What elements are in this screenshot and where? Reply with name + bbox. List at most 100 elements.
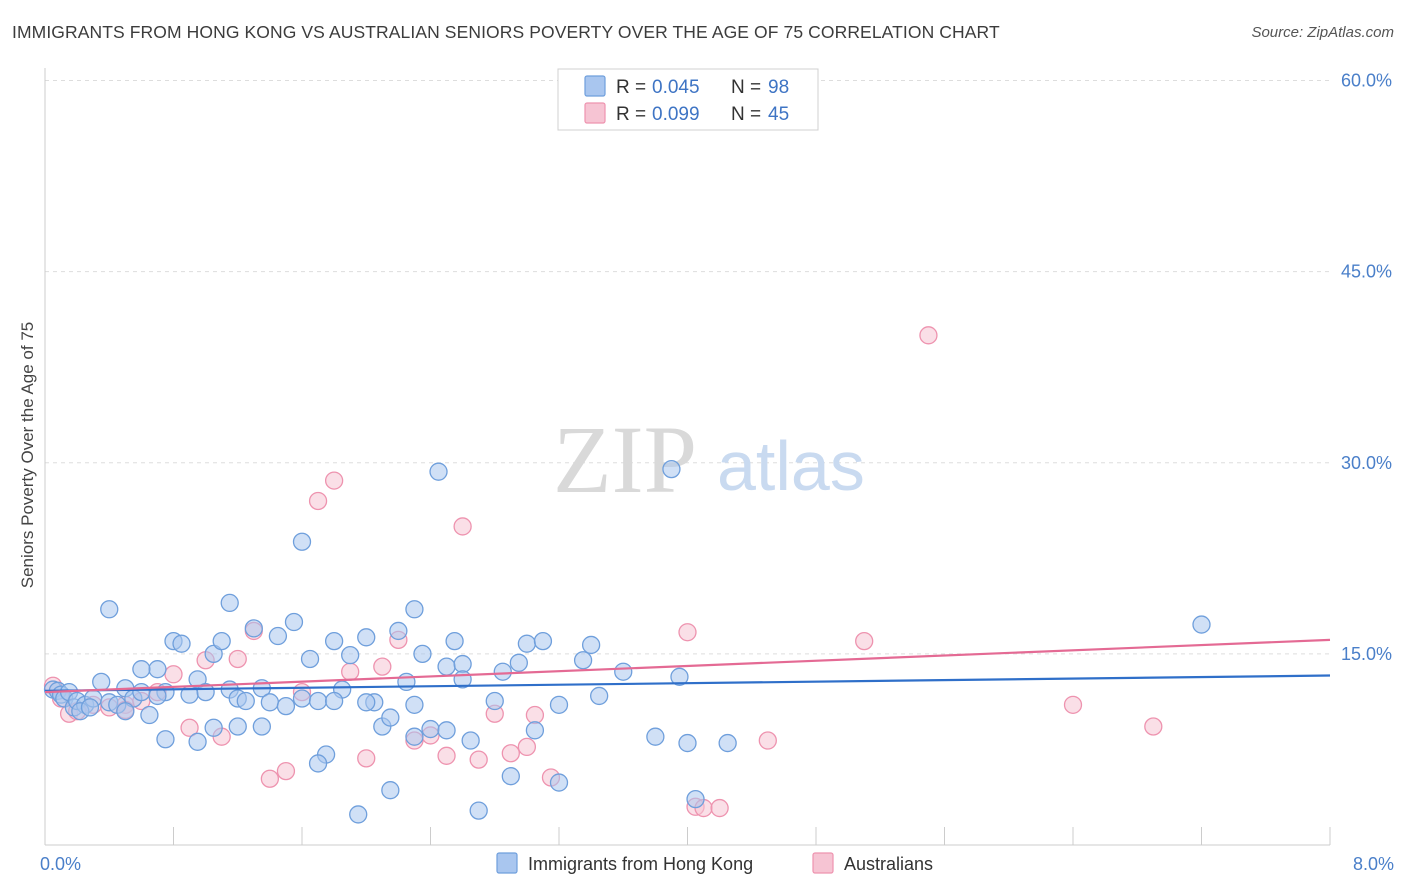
data-point — [132, 682, 151, 702]
data-point — [501, 767, 520, 786]
data-point — [228, 717, 247, 736]
data-point — [204, 718, 223, 737]
data-point — [461, 731, 480, 750]
data-point — [373, 657, 392, 676]
data-point — [252, 717, 271, 736]
trend-line — [44, 638, 1331, 694]
data-point — [573, 651, 593, 670]
data-point — [156, 730, 175, 749]
data-point — [670, 667, 689, 686]
legend-n-value-blue: 98 — [768, 77, 789, 98]
data-point — [758, 731, 777, 750]
data-point — [164, 665, 183, 684]
data-point — [172, 634, 191, 653]
data-point — [405, 600, 424, 619]
data-point — [244, 619, 263, 638]
data-point — [116, 702, 135, 721]
data-point — [357, 693, 376, 712]
data-point — [212, 631, 231, 651]
data-point — [300, 649, 320, 669]
data-point — [276, 761, 296, 781]
data-point — [220, 593, 239, 613]
data-point — [445, 631, 464, 651]
legend-r-value-pink: 0.099 — [652, 104, 700, 125]
data-point — [381, 781, 400, 800]
data-point — [228, 649, 247, 669]
data-point — [501, 744, 520, 763]
data-point — [614, 662, 633, 681]
data-point — [517, 737, 537, 757]
data-point — [308, 754, 328, 773]
source-credit: Source: ZipAtlas.com — [1251, 24, 1394, 41]
data-point — [260, 693, 280, 712]
x-tick-label: 8.0% — [1353, 854, 1394, 874]
trend-lines — [44, 638, 1331, 694]
data-point — [389, 621, 408, 641]
data-point — [509, 653, 528, 672]
data-point — [525, 705, 545, 725]
series-legend-label-hong-kong: Immigrants from Hong Kong — [528, 854, 753, 874]
data-point — [437, 721, 456, 740]
data-point — [92, 672, 111, 692]
data-point — [148, 660, 167, 679]
data-point — [268, 626, 288, 646]
data-point — [469, 801, 488, 820]
series-legend-label-australians: Australians — [844, 854, 933, 874]
data-point — [324, 691, 344, 711]
data-point — [429, 462, 448, 481]
data-point — [517, 634, 537, 653]
data-point — [718, 733, 737, 753]
data-point — [453, 654, 472, 674]
data-point — [1063, 695, 1083, 714]
legend-n-label-blue: N = — [731, 77, 761, 98]
data-point — [140, 705, 159, 725]
trend-line — [44, 674, 1331, 692]
y-tick-label: 30.0% — [1341, 453, 1392, 473]
data-point — [284, 612, 304, 632]
data-point — [581, 635, 601, 655]
data-point — [493, 662, 512, 681]
data-point — [919, 326, 938, 345]
legend-r-value-blue: 0.045 — [652, 77, 700, 98]
data-point — [180, 718, 199, 737]
data-point — [397, 672, 416, 692]
data-point — [437, 746, 456, 765]
data-point — [453, 517, 472, 536]
data-point — [308, 691, 328, 711]
chart-title: IMMIGRANTS FROM HONG KONG VS AUSTRALIAN … — [12, 22, 1000, 42]
legend-swatch-pink — [584, 102, 606, 124]
stats-legend: R = 0.045 N = 98 R = 0.099 N = 45 — [557, 68, 819, 131]
data-point — [236, 691, 255, 711]
data-point — [413, 644, 432, 664]
data-point — [324, 471, 344, 490]
data-point — [260, 769, 280, 788]
data-point — [292, 689, 312, 708]
data-point — [276, 696, 296, 716]
data-point — [678, 623, 697, 642]
x-tick-label: 0.0% — [40, 854, 81, 874]
data-point — [686, 789, 705, 809]
data-point — [469, 750, 488, 769]
data-point — [292, 532, 312, 551]
y-tick-label: 15.0% — [1341, 644, 1392, 664]
data-point — [381, 708, 400, 727]
data-point — [357, 628, 376, 647]
series-legend: Immigrants from Hong Kong Australians — [496, 852, 933, 874]
data-point — [549, 773, 569, 792]
legend-swatch-blue — [584, 75, 606, 97]
data-point — [324, 631, 344, 651]
y-tick-label: 45.0% — [1341, 262, 1392, 282]
data-point — [100, 600, 119, 619]
data-point — [405, 695, 424, 714]
data-point — [485, 691, 504, 711]
legend-n-value-pink: 45 — [768, 104, 789, 125]
series-legend-swatch-australians — [812, 852, 834, 874]
data-point — [132, 660, 151, 679]
data-point — [662, 459, 681, 479]
data-point — [80, 698, 100, 717]
watermark-atlas: atlas — [717, 427, 865, 505]
data-point — [525, 721, 545, 740]
gridlines — [45, 80, 1330, 655]
data-point — [357, 749, 376, 768]
